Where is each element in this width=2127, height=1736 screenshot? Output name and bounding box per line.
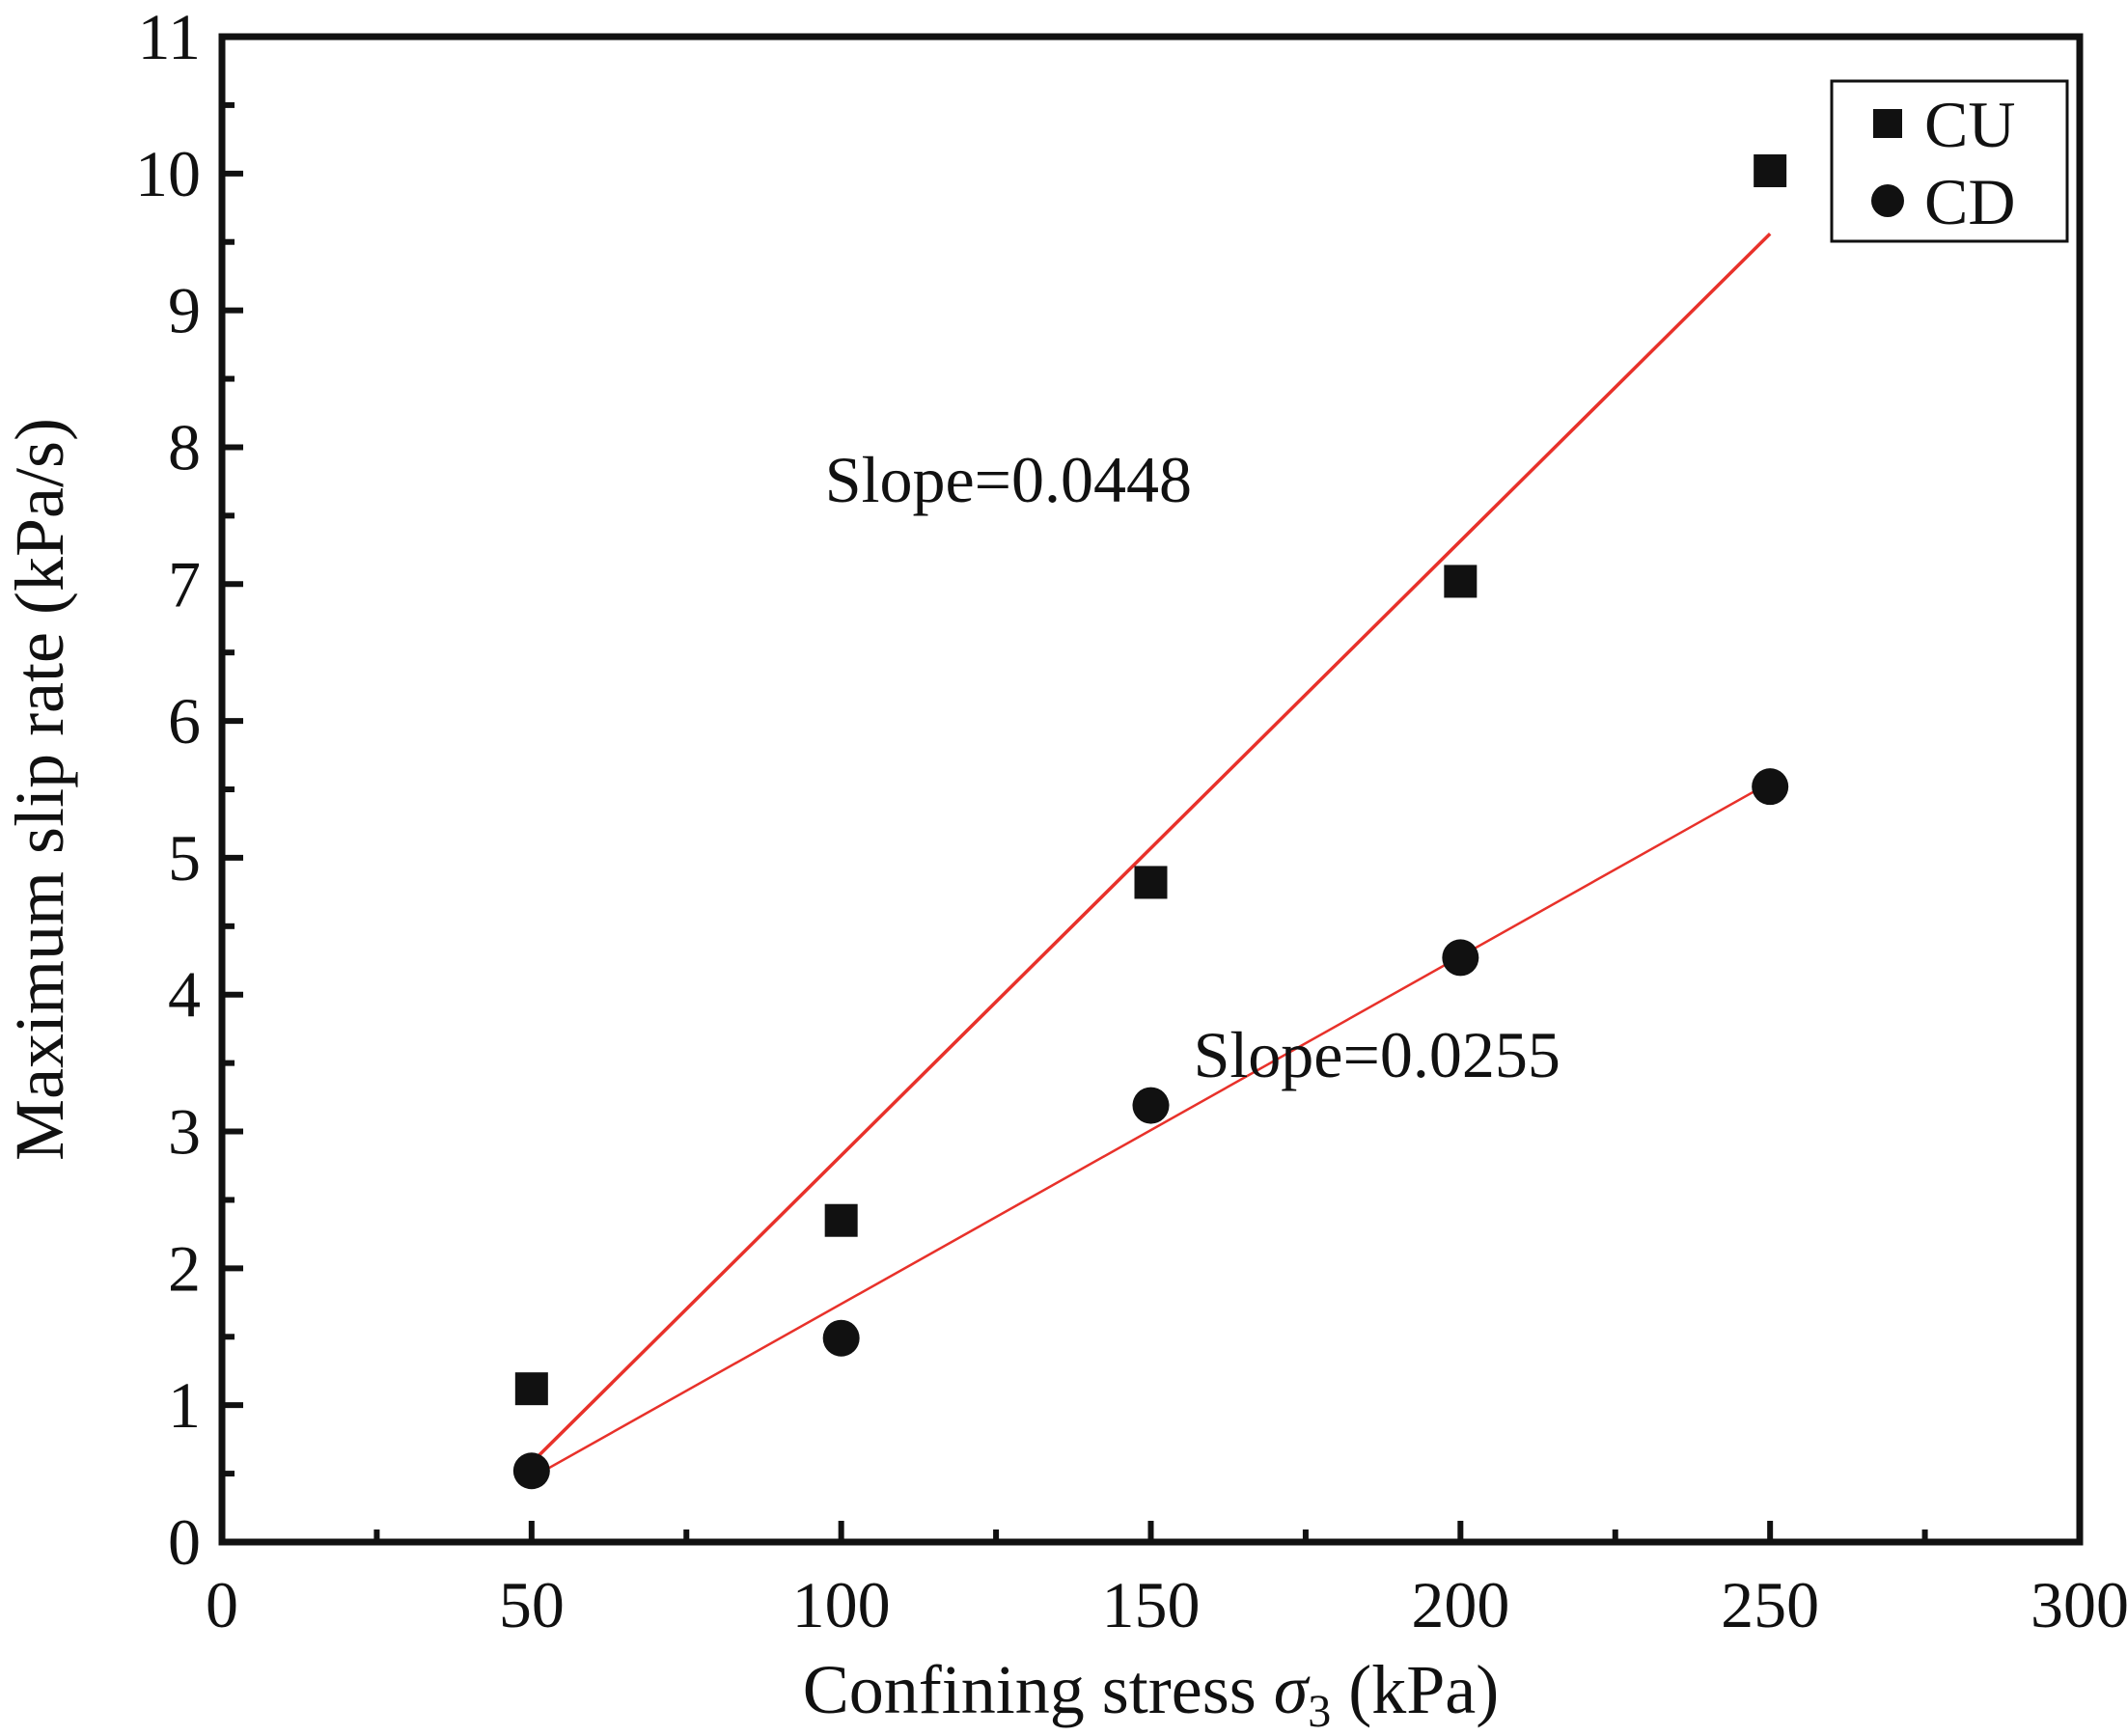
x-axis-title-symbol: σ [1274,1651,1311,1728]
data-point-cd [1442,939,1479,977]
fit-lines [530,232,1772,1479]
y-tick-label: 2 [168,1231,201,1305]
data-point-cu [1134,866,1168,899]
y-tick-label: 10 [135,137,201,210]
y-tick-label: 8 [168,410,201,483]
y-tick-label: 0 [168,1505,201,1579]
fit-line-cd [531,781,1771,1479]
y-tick-label: 9 [168,274,201,347]
x-axis-title-subscript: 3 [1308,1686,1331,1731]
slope-annotation: Slope=0.0255 [1194,1018,1561,1091]
y-tick-label: 5 [168,821,201,895]
axis-ticks: 0 50 100 150 200 250 300 0 1 2 3 4 5 6 7 8 9 10 11 [135,0,2127,1641]
y-tick-label: 1 [168,1368,201,1442]
legend-marker-cu [1873,109,1902,138]
x-tick-label: 100 [792,1568,891,1641]
data-point-cd [512,1452,550,1490]
data-point-cd [1752,768,1789,806]
plot-border [218,33,2084,1546]
data-point-cd [1132,1087,1170,1124]
y-tick-label: 6 [168,684,201,758]
data-point-cd [822,1319,860,1357]
legend-label-cd: CD [1924,165,2015,238]
x-axis-title-suffix: (kPa) [1331,1651,1499,1728]
y-axis-title: Maximum slip rate (kPa/s) [1,418,78,1161]
y-tick-label: 3 [168,1095,201,1169]
y-tick-label: 7 [168,547,201,620]
x-axis-title-prefix: Confining stress [803,1651,1274,1728]
y-tick-label: 11 [138,0,201,73]
annotations: Slope=0.0448 Slope=0.0255 [825,443,1561,1091]
y-tick-label: 4 [168,958,201,1032]
x-tick-label: 0 [206,1568,238,1641]
x-tick-label: 300 [2030,1568,2127,1641]
x-tick-label: 200 [1411,1568,1509,1641]
fit-line-cu [530,232,1772,1464]
legend-marker-cd [1871,184,1904,217]
plot-frame [218,33,2084,1546]
data-points [512,153,1789,1490]
x-tick-label: 250 [1721,1568,1819,1641]
x-tick-label: 150 [1102,1568,1201,1641]
x-axis-title: Confining stress σ3 (kPa) [803,1651,1499,1731]
data-point-cu [1444,565,1478,598]
data-point-cu [824,1203,858,1237]
slope-annotation: Slope=0.0448 [825,443,1192,516]
x-tick-label: 50 [499,1568,565,1641]
data-point-cu [514,1372,548,1406]
legend-label-cu: CU [1924,88,2015,161]
data-point-cu [1754,153,1787,187]
legend-box [1830,79,2069,243]
